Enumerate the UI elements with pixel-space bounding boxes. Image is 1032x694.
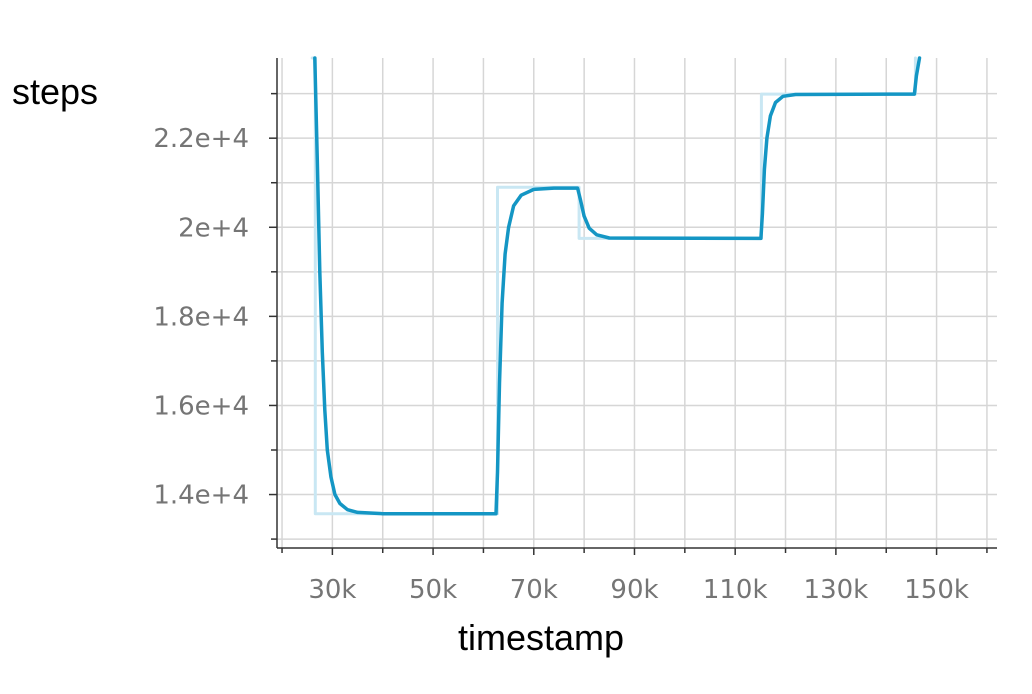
y-tick-label: 1.4e+4	[153, 481, 249, 511]
x-tick-label: 30k	[308, 575, 356, 605]
plot-series	[310, 56, 922, 516]
y-axis-ticks: 1.4e+4 1.6e+4 1.8e+4 2e+4 2.2e+4	[153, 92, 277, 540]
y-tick-label: 2e+4	[178, 213, 249, 243]
x-tick-label: 90k	[610, 575, 658, 605]
y-tick-label: 1.8e+4	[153, 302, 249, 332]
vertical-gridlines	[281, 58, 988, 548]
y-tick-label: 2.2e+4	[153, 124, 249, 154]
x-tick-label: 110k	[703, 575, 768, 605]
x-tick-label: 50k	[409, 575, 457, 605]
x-axis-ticks: 30k 50k 70k 90k 110k 130k 150k	[281, 548, 988, 605]
x-tick-label: 130k	[804, 575, 869, 605]
x-tick-label: 150k	[904, 575, 969, 605]
smoothed-series-line	[313, 56, 922, 516]
y-axis-title: steps	[12, 71, 98, 112]
x-axis-title: timestamp	[458, 617, 624, 658]
x-tick-label: 70k	[510, 575, 558, 605]
y-tick-label: 1.6e+4	[153, 391, 249, 421]
